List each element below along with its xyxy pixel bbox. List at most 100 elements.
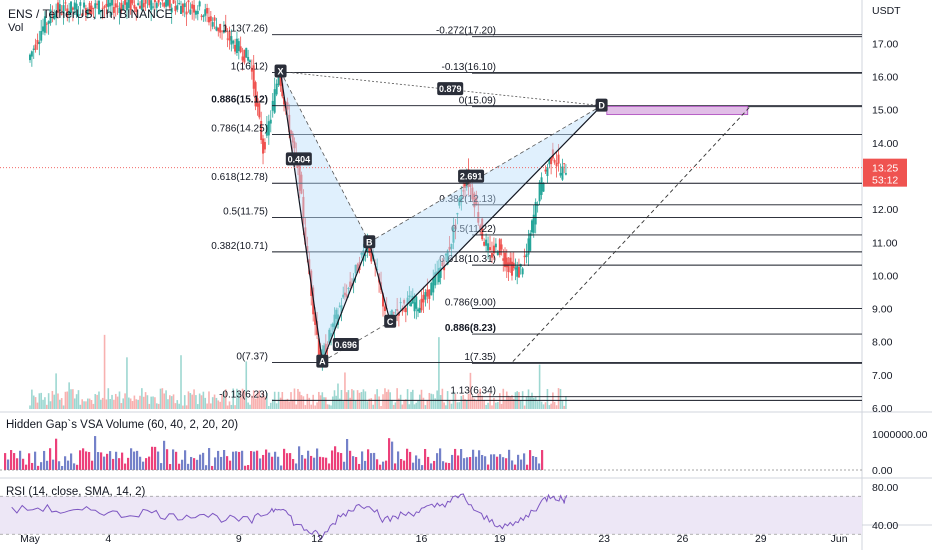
candle-body — [275, 83, 278, 95]
volume-bar — [141, 388, 143, 409]
vsa-indicator-title[interactable]: Hidden Gap`s VSA Volume (60, 40, 2, 20, … — [6, 419, 239, 431]
volume-bar — [251, 395, 253, 409]
vsa-bar — [286, 453, 289, 470]
pattern-point-label: X — [278, 67, 284, 77]
candle-body — [553, 160, 556, 163]
vsa-bar — [466, 457, 469, 470]
volume-bar — [511, 395, 513, 409]
vsa-bar — [400, 458, 403, 470]
candle-body — [138, 5, 141, 9]
volume-bar — [86, 398, 89, 409]
candle-body — [94, 3, 97, 9]
volume-bar — [185, 405, 188, 409]
vsa-bar — [493, 454, 496, 470]
volume-bar — [384, 388, 386, 409]
vsa-bar — [514, 464, 517, 470]
fib-label-left: 0.5(11.75) — [223, 206, 268, 217]
candle-body — [124, 0, 127, 5]
candle-body — [213, 17, 216, 21]
pattern-point-badge — [316, 354, 329, 368]
volume-bar — [128, 397, 130, 409]
candle-body — [49, 9, 52, 24]
volume-bar — [456, 402, 459, 409]
volume-bar — [342, 401, 344, 409]
volume-bar — [540, 401, 543, 409]
volume-bar — [40, 392, 42, 409]
volume-bar — [561, 400, 564, 409]
volume-bar — [565, 396, 567, 409]
vsa-bar — [100, 452, 103, 470]
volume-bar — [60, 398, 63, 409]
vsa-bar — [25, 464, 28, 470]
candle-body — [555, 162, 558, 167]
volume-bar — [144, 392, 147, 409]
volume-bar — [167, 399, 169, 409]
volume-bar — [471, 396, 474, 409]
volume-bar — [323, 397, 325, 409]
volume-bar — [29, 405, 31, 409]
volume-bar — [330, 405, 332, 409]
vsa-bar — [109, 451, 112, 470]
candle-body — [532, 214, 535, 233]
vsa-bar — [283, 448, 286, 470]
volume-bar — [445, 405, 447, 409]
volume-bar — [92, 403, 95, 409]
candle-body — [345, 294, 348, 298]
vsa-bar — [163, 440, 166, 470]
vsa-bar — [40, 462, 43, 470]
candle-body — [43, 16, 46, 33]
volume-bar — [217, 400, 220, 409]
fib-label-right: -0.13(16.10) — [442, 62, 496, 73]
candle-body — [489, 247, 492, 251]
price-tick: 8.00 — [872, 337, 893, 349]
volume-bar — [189, 392, 192, 409]
volume-bar — [211, 397, 214, 409]
volume-bar — [254, 398, 257, 409]
vsa-bar — [49, 448, 52, 470]
candle-body — [75, 3, 78, 15]
volume-bar — [172, 394, 175, 409]
volume-bar — [66, 391, 69, 409]
candle-body — [109, 2, 112, 7]
volume-bar — [45, 404, 48, 409]
volume-bar — [269, 402, 272, 409]
candle-body — [155, 2, 158, 8]
vsa-bar — [304, 458, 307, 470]
vsa-bar — [271, 456, 274, 470]
candle-body — [561, 166, 564, 180]
candle-body — [396, 309, 399, 311]
candle-body — [150, 0, 153, 10]
volume-bar — [221, 394, 223, 409]
volume-bar — [519, 400, 522, 409]
vsa-bar — [10, 450, 13, 470]
vsa-bar — [529, 450, 532, 470]
candle-body — [120, 2, 123, 12]
vsa-bar — [175, 451, 178, 470]
volume-bar — [308, 397, 311, 409]
volume-bar — [88, 398, 91, 409]
volume-bar — [32, 395, 35, 409]
time-tick: 29 — [755, 533, 767, 545]
volume-bar — [527, 389, 530, 409]
vsa-bar — [13, 453, 16, 470]
volume-bar — [137, 399, 139, 409]
vsa-bar — [52, 459, 55, 470]
vsa-bar — [415, 455, 418, 470]
vsa-bar — [292, 459, 295, 470]
volume-bar — [124, 393, 126, 409]
volume-bar — [107, 388, 110, 409]
vsa-bar — [445, 462, 448, 470]
vsa-bar — [136, 450, 139, 470]
vsa-bar — [289, 453, 292, 470]
volume-bar — [464, 398, 466, 409]
vsa-bar — [412, 462, 415, 470]
fib-label-left: 1.13(7.26) — [222, 24, 268, 35]
candle-body — [209, 16, 212, 22]
time-tick: Jun — [831, 533, 848, 545]
candle-body — [335, 309, 338, 319]
rsi-indicator-title[interactable]: RSI (14, close, SMA, 14, 2) — [6, 486, 146, 498]
vsa-bar — [196, 459, 199, 470]
fib-label-left: 1(16.12) — [231, 62, 268, 73]
symbol-title[interactable]: ENS / TetherUS, 1h, BINANCE — [8, 7, 173, 21]
